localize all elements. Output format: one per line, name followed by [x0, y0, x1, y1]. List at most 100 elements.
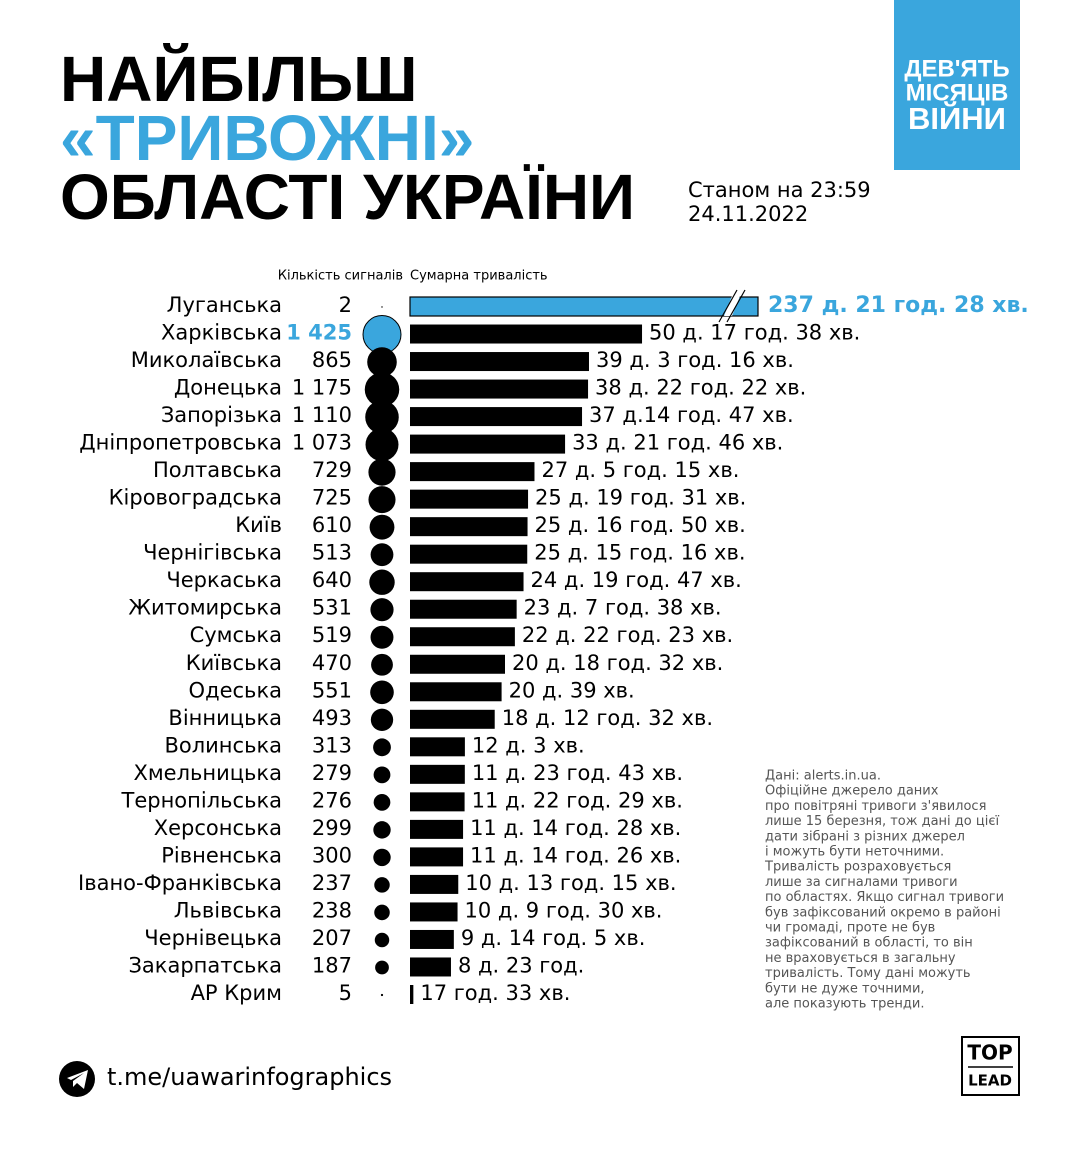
signal-bubble	[368, 486, 396, 514]
duration-bar	[410, 572, 524, 592]
category-label: Київ	[235, 513, 282, 537]
category-label: Закарпатська	[128, 953, 282, 977]
count-label: 300	[312, 843, 352, 867]
subtitle: 24.11.2022	[688, 202, 808, 226]
duration-bar	[410, 874, 459, 894]
signal-bubble	[365, 428, 399, 462]
count-label: 187	[312, 953, 352, 977]
duration-label: 20 д. 39 хв.	[509, 678, 635, 702]
count-label: 531	[312, 596, 352, 620]
note-line: бути не дуже точними,	[765, 981, 925, 996]
count-label: 276	[312, 788, 352, 812]
duration-bar	[410, 379, 589, 399]
category-label: Хмельницька	[133, 761, 282, 785]
duration-label: 11 д. 22 год. 29 хв.	[472, 788, 683, 812]
signal-bubble	[367, 347, 397, 377]
duration-bar	[410, 324, 643, 344]
count-label: 865	[312, 348, 352, 372]
signal-bubble	[374, 877, 390, 893]
signal-bubble	[375, 960, 389, 975]
count-label: 640	[312, 568, 352, 592]
note-line: не враховується в загальну	[765, 951, 956, 966]
category-label: Луганська	[167, 293, 282, 317]
category-label: Херсонська	[154, 816, 282, 840]
duration-bar	[410, 544, 528, 564]
count-label: 493	[312, 706, 352, 730]
signal-bubble	[369, 514, 395, 540]
duration-bar	[410, 737, 465, 757]
signal-bubble	[370, 680, 394, 705]
note-line: був зафіксований окремо в районі	[765, 905, 1001, 920]
duration-bar	[410, 764, 465, 784]
duration-bar	[410, 682, 502, 702]
signal-bubble	[373, 794, 391, 811]
duration-label: 38 д. 22 год. 22 хв.	[595, 376, 806, 400]
title-line: ОБЛАСТІ УКРАЇНИ	[60, 161, 635, 233]
signal-bubble	[370, 625, 394, 649]
duration-label: 10 д. 13 год. 15 хв.	[465, 871, 676, 895]
category-label: Миколаївська	[131, 348, 282, 372]
logo-text: LEAD	[968, 1072, 1012, 1090]
category-label: Кіровоградська	[109, 486, 282, 510]
signal-bubble	[370, 543, 394, 567]
count-label: 610	[312, 513, 352, 537]
duration-label: 39 д. 3 год. 16 хв.	[596, 348, 794, 372]
signal-bubble	[381, 306, 383, 308]
count-label: 5	[339, 981, 352, 1005]
signal-bubble	[380, 993, 384, 997]
rows: Луганська 2 237 д. 21 год. 28 хв. Харківськ…	[78, 289, 1029, 1005]
signal-bubble	[373, 738, 391, 757]
count-label: 207	[312, 926, 352, 950]
note-line: Дані: alerts.in.ua.	[765, 769, 881, 784]
duration-label: 24 д. 19 год. 47 хв.	[531, 568, 742, 592]
duration-bar	[410, 434, 566, 454]
duration-bar	[410, 902, 458, 922]
duration-label: 33 д. 21 год. 46 хв.	[572, 431, 783, 455]
duration-label: 237 д. 21 год. 28 хв.	[768, 293, 1029, 318]
axis-break	[726, 289, 746, 323]
link[interactable]: t.me/uawarinfographics	[107, 1063, 392, 1091]
column-header: Кількість сигналів	[278, 269, 403, 284]
category-label: Тернопільська	[121, 788, 283, 812]
duration-label: 11 д. 14 год. 26 хв.	[470, 843, 681, 867]
duration-bar	[410, 957, 451, 977]
duration-bar	[410, 489, 529, 509]
count-label: 313	[312, 733, 352, 757]
category-label: Одеська	[189, 678, 282, 702]
subtitle: Станом на 23:59	[688, 178, 871, 202]
duration-bar	[410, 929, 454, 949]
duration-bar	[410, 517, 528, 537]
category-label: Харківська	[161, 321, 282, 345]
category-label: Сумська	[190, 623, 282, 647]
count-label: 470	[312, 651, 352, 675]
signal-bubble	[370, 708, 394, 731]
note-line: лише за сигналами тривоги	[765, 875, 958, 890]
duration-label: 12 д. 3 хв.	[472, 733, 585, 757]
note-line: тривалість. Тому дані можуть	[765, 966, 971, 981]
duration-label: 37 д.14 год. 47 хв.	[589, 403, 794, 427]
category-label: Дніпропетровська	[79, 431, 282, 455]
count-label: 519	[312, 623, 352, 647]
logo-text: TOP	[967, 1041, 1012, 1065]
count-label: 1 073	[292, 431, 352, 455]
signal-bubble	[373, 848, 391, 867]
duration-label: 25 д. 16 год. 50 хв.	[535, 513, 746, 537]
telegram-plane	[67, 1070, 88, 1089]
duration-bar	[410, 847, 464, 867]
axis-break	[724, 296, 740, 316]
count-label: 729	[312, 458, 352, 482]
category-label: Волинська	[164, 733, 282, 757]
signal-bubble	[370, 598, 394, 622]
badge-text: ДЕВ'ЯТЬ	[904, 55, 1009, 82]
note-line: про повітряні тривоги з'явилося	[765, 799, 986, 814]
duration-label: 9 д. 14 год. 5 хв.	[461, 926, 646, 950]
duration-bar	[410, 709, 495, 729]
duration-label: 10 д. 9 год. 30 хв.	[465, 898, 663, 922]
column-header: Сумарна тривалість	[410, 269, 548, 284]
note-line: по областях. Якщо сигнал тривоги	[765, 890, 1004, 905]
count-label: 2	[339, 293, 352, 317]
category-label: Івано-Франківська	[78, 871, 282, 895]
count-label: 1 425	[286, 321, 352, 345]
duration-label: 25 д. 19 год. 31 хв.	[535, 486, 746, 510]
